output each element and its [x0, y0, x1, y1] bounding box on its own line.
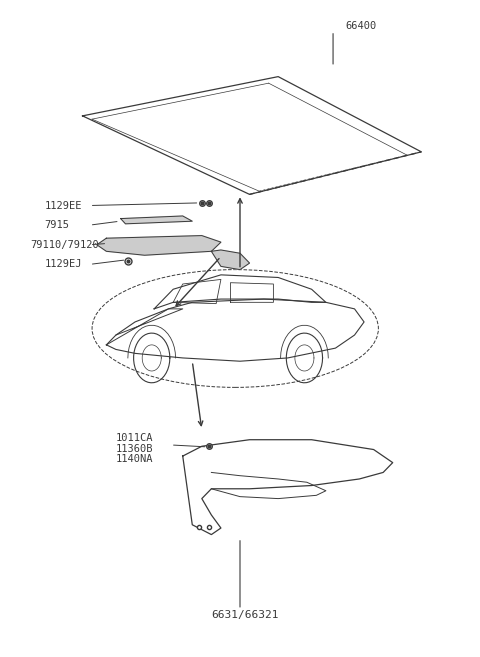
Polygon shape — [120, 216, 192, 224]
Text: 6631/66321: 6631/66321 — [211, 610, 279, 620]
Text: 66400: 66400 — [345, 21, 376, 32]
Text: 1129EJ: 1129EJ — [44, 260, 82, 269]
Text: 11360B: 11360B — [116, 444, 154, 454]
Text: 1011CA: 1011CA — [116, 434, 154, 443]
Polygon shape — [211, 250, 250, 269]
Text: 1129EE: 1129EE — [44, 200, 82, 210]
Text: 79110/79120: 79110/79120 — [30, 240, 99, 250]
Polygon shape — [97, 236, 221, 255]
Text: 1140NA: 1140NA — [116, 455, 154, 464]
Text: 7915: 7915 — [44, 220, 69, 230]
